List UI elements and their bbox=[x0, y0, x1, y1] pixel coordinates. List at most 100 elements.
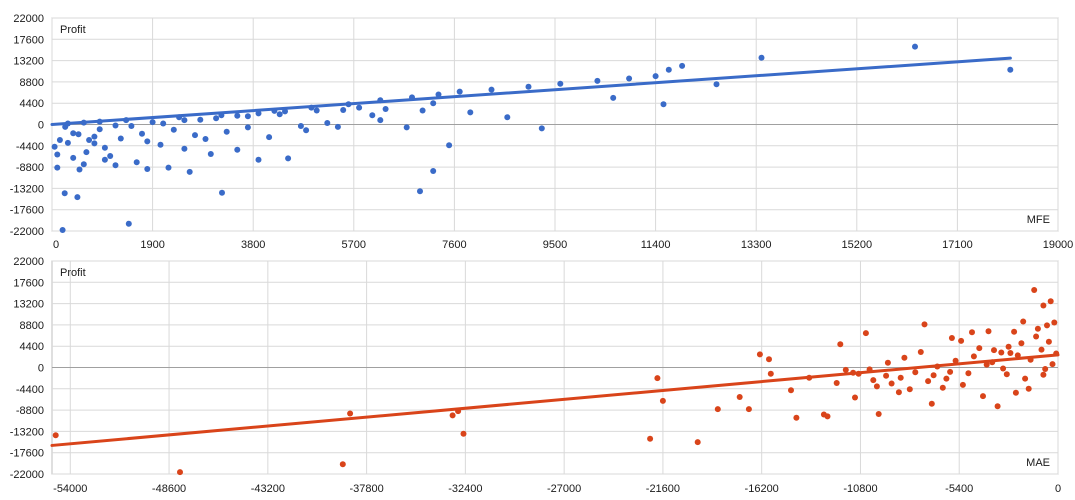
mfe-x-tick-label: 19000 bbox=[1043, 239, 1074, 251]
mfe-data-point bbox=[234, 146, 241, 153]
mae-data-point bbox=[766, 356, 772, 363]
mfe-data-point bbox=[403, 124, 410, 131]
mfe-data-point bbox=[285, 155, 292, 162]
mfe-data-point bbox=[181, 117, 188, 124]
mfe-y-tick-label: 0 bbox=[38, 120, 44, 132]
mfe-y-tick-label: -4400 bbox=[16, 141, 44, 153]
mfe-data-point bbox=[86, 137, 93, 143]
mfe-y-axis-label: Profit bbox=[60, 24, 86, 36]
mae-data-point bbox=[1012, 389, 1019, 396]
mfe-data-point bbox=[430, 100, 437, 107]
mae-x-tick-label: -16200 bbox=[745, 483, 779, 495]
mae-data-point bbox=[824, 413, 831, 420]
mfe-data-point bbox=[417, 188, 423, 195]
mae-y-tick-label: -22000 bbox=[10, 469, 44, 481]
mfe-data-point bbox=[51, 143, 58, 150]
mae-data-point bbox=[1044, 322, 1050, 329]
mfe-data-point bbox=[340, 107, 347, 113]
mae-data-point bbox=[943, 375, 950, 382]
mfe-x-tick-label: 1900 bbox=[140, 239, 164, 251]
mfe-data-point bbox=[91, 133, 98, 140]
mae-data-point bbox=[875, 411, 882, 417]
mfe-data-point bbox=[160, 120, 167, 127]
mfe-data-point bbox=[255, 110, 262, 117]
mfe-data-point bbox=[446, 142, 453, 149]
mae-data-point bbox=[1007, 350, 1014, 356]
mae-data-point bbox=[965, 370, 972, 377]
mae-y-tick-label: 22000 bbox=[13, 256, 44, 268]
mfe-data-point bbox=[324, 120, 331, 126]
mae-data-point bbox=[888, 380, 895, 387]
mfe-data-point bbox=[56, 137, 63, 143]
mae-data-point bbox=[788, 387, 794, 394]
mae-data-point bbox=[714, 406, 721, 413]
mae-data-point bbox=[930, 372, 937, 379]
mfe-y-tick-label: 4400 bbox=[20, 98, 44, 110]
mae-data-point bbox=[862, 330, 869, 337]
mae-data-point bbox=[985, 328, 992, 335]
mfe-data-point bbox=[679, 62, 686, 69]
mfe-data-point bbox=[369, 112, 376, 119]
mae-data-point bbox=[756, 351, 763, 358]
mfe-x-tick-label: 9500 bbox=[543, 239, 567, 251]
mfe-data-point bbox=[181, 145, 188, 152]
mae-data-point bbox=[970, 353, 977, 360]
mae-data-point bbox=[873, 383, 880, 390]
mae-y-tick-label: 13200 bbox=[13, 299, 44, 311]
mae-data-point bbox=[1045, 338, 1052, 345]
mfe-trend-line bbox=[50, 56, 1012, 126]
mfe-data-point bbox=[219, 189, 225, 196]
mfe-data-point bbox=[157, 141, 164, 148]
mfe-data-point bbox=[303, 127, 310, 134]
mfe-data-point bbox=[456, 88, 463, 95]
mae-data-point bbox=[694, 439, 701, 446]
mfe-data-point bbox=[202, 136, 209, 142]
mfe-data-point bbox=[525, 83, 532, 90]
mfe-data-point bbox=[192, 132, 198, 139]
mfe-data-point bbox=[610, 94, 617, 101]
mfe-y-tick-label: 8800 bbox=[20, 77, 44, 89]
mae-data-point bbox=[883, 372, 890, 379]
mfe-y-tick-label: 22000 bbox=[13, 13, 44, 25]
mae-data-point bbox=[1022, 375, 1029, 382]
mae-data-point bbox=[1003, 371, 1010, 378]
mae-data-point bbox=[1018, 340, 1025, 347]
mae-data-point bbox=[1033, 333, 1040, 340]
mae-data-point bbox=[852, 394, 858, 401]
mfe-data-point bbox=[54, 164, 61, 171]
mae-data-point bbox=[947, 368, 954, 375]
mfe-data-point bbox=[165, 164, 172, 171]
mfe-data-point bbox=[64, 139, 71, 146]
mfe-data-point bbox=[244, 124, 251, 131]
mae-data-point bbox=[1040, 371, 1047, 378]
mfe-data-point bbox=[101, 156, 108, 163]
mae-data-point bbox=[998, 349, 1005, 356]
mfe-data-point bbox=[382, 106, 389, 112]
mfe-x-tick-label: 0 bbox=[53, 239, 59, 251]
mfe-data-point bbox=[435, 91, 442, 98]
mfe-data-point bbox=[234, 112, 241, 119]
mfe-data-point bbox=[112, 162, 119, 169]
mae-data-point bbox=[952, 357, 959, 364]
mfe-data-point bbox=[626, 75, 633, 82]
mae-data-point bbox=[842, 366, 849, 373]
mfe-chart-panel: 0 1900 3800 5700 7600 9500 11400 13300 15200 1710… bbox=[10, 13, 1074, 251]
mfe-data-point bbox=[144, 166, 151, 172]
mfe-data-point bbox=[170, 126, 177, 133]
mfe-y-tick-label: -8800 bbox=[16, 162, 44, 174]
mae-data-point bbox=[177, 469, 183, 476]
mfe-data-point bbox=[1007, 66, 1014, 73]
mae-data-point bbox=[793, 414, 800, 421]
mfe-data-point bbox=[266, 134, 273, 141]
mae-data-point bbox=[906, 386, 913, 393]
mae-data-point bbox=[745, 406, 752, 413]
mfe-data-point bbox=[223, 128, 230, 135]
mfe-x-tick-label: 5700 bbox=[342, 239, 366, 251]
mae-data-point bbox=[1025, 385, 1032, 392]
mae-data-point bbox=[980, 393, 986, 400]
mfe-x-tick-label: 15200 bbox=[842, 239, 873, 251]
mfe-data-point bbox=[144, 138, 151, 145]
mae-data-point bbox=[928, 400, 935, 407]
mfe-data-point bbox=[59, 227, 66, 233]
